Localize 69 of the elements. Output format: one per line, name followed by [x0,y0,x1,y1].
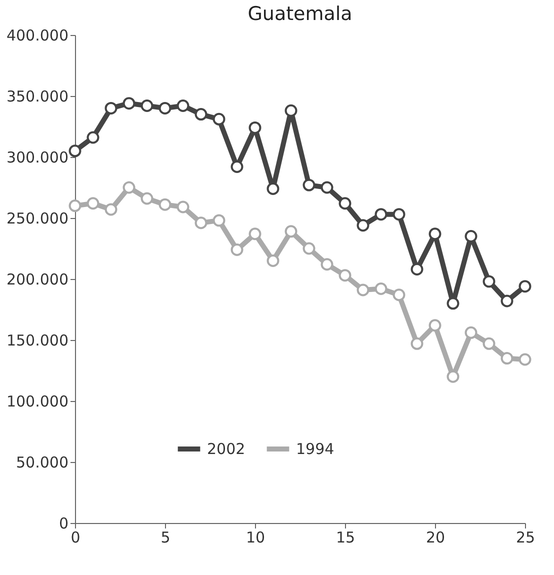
point [302,178,316,192]
point [428,228,442,240]
point [428,319,442,332]
x-tick-label: 20 [426,528,446,546]
legend-label: 2002 [207,440,246,458]
point [86,197,100,210]
point [482,275,496,288]
point [266,182,280,195]
y-tick-label: 0 [58,514,68,532]
point [158,102,172,114]
point [230,243,244,256]
point [356,284,370,296]
y-tick-label: 250.000 [6,210,68,228]
point [338,269,352,282]
point [374,208,388,221]
point [518,280,532,293]
point [392,288,406,302]
point [230,160,244,173]
point [482,337,496,350]
point [176,100,190,112]
x-tick-label: 15 [336,528,356,546]
y-tick-label: 150.000 [6,332,68,350]
point [86,131,100,144]
point [122,97,136,110]
point [266,254,280,267]
y-tick-label: 200.000 [6,270,68,288]
x-tick-label: 5 [160,528,170,546]
point [212,112,226,126]
point [104,203,118,216]
chart-title: Guatemala [248,3,352,25]
x-tick-label: 25 [516,528,536,546]
point [122,181,136,194]
point [446,297,460,310]
point [194,216,208,230]
point [500,352,514,365]
y-tick-label: 50.000 [16,454,68,472]
y-tick-label: 300.000 [6,148,68,166]
point [194,108,208,121]
point [140,100,154,112]
y-tick-label: 350.000 [6,88,68,106]
point [410,263,424,276]
point [320,181,334,194]
point [176,200,190,214]
point [284,225,298,238]
point [374,282,388,295]
point [302,242,316,255]
point [518,353,532,366]
point [248,228,262,240]
x-tick-label: 10 [246,528,266,546]
point [140,192,154,205]
x-tick-label: 0 [70,528,80,546]
point [68,200,82,212]
point [356,219,370,232]
point [392,208,406,221]
point [248,121,262,134]
point [464,230,478,243]
point [320,258,334,271]
y-tick-label: 400.000 [6,26,68,44]
point [410,337,424,350]
legend-label: 1994 [296,440,334,458]
point [104,102,118,114]
point [158,198,172,211]
point [68,144,82,158]
point [500,294,514,308]
point [212,214,226,227]
point [464,326,478,339]
point [284,104,298,117]
point [338,197,352,210]
y-tick-label: 100.000 [6,392,68,410]
